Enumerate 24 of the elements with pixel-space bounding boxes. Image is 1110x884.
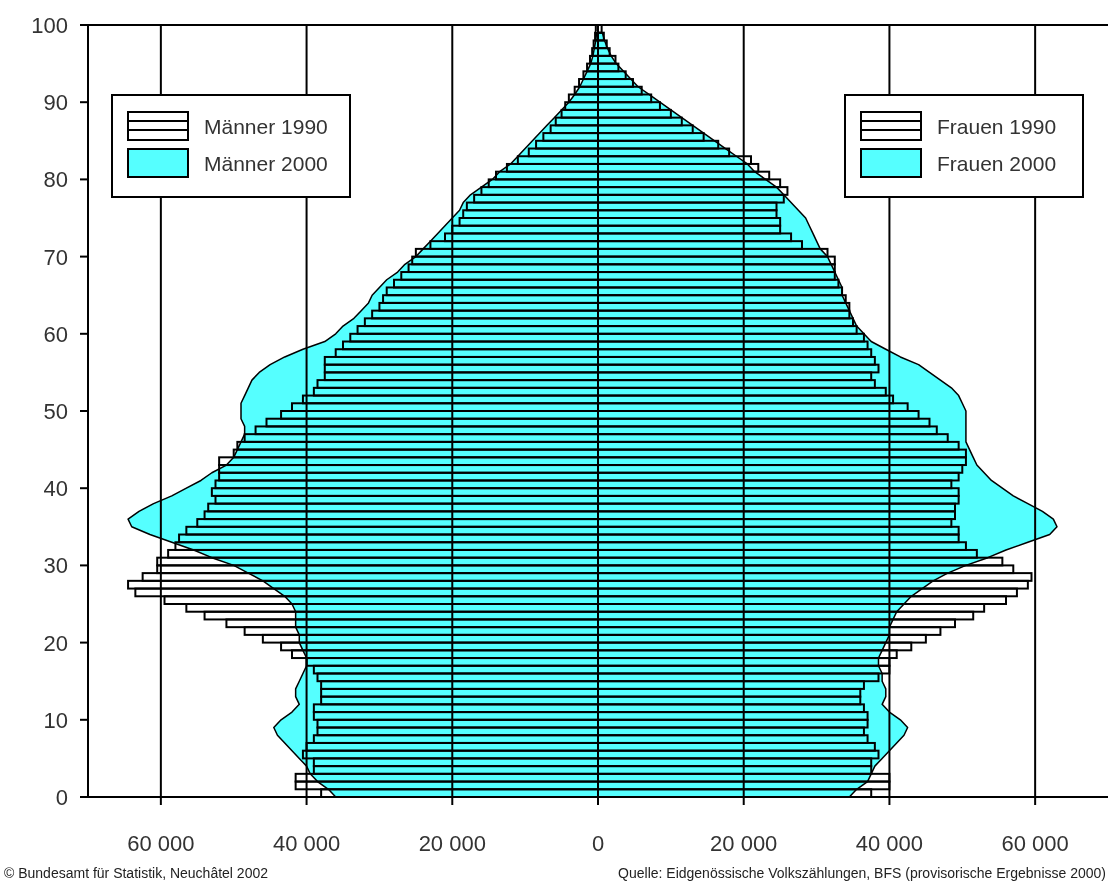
x-tick-label: 20 000 <box>710 831 778 856</box>
legend-label: Frauen 1990 <box>937 115 1057 138</box>
legend-label: Männer 1990 <box>204 115 328 138</box>
y-tick-label: 40 <box>43 476 68 502</box>
y-tick-label: 80 <box>43 167 68 193</box>
source-note: Quelle: Eidgenössische Volkszählungen, BFS (provisorische Ergebnisse 2000) <box>618 865 1106 881</box>
y-tick-label: 20 <box>43 630 68 656</box>
y-tick-label: 50 <box>43 399 68 424</box>
y-tick-label: 70 <box>43 244 68 270</box>
x-tick-label: 20 000 <box>418 831 486 856</box>
x-tick-label: 40 000 <box>855 831 924 856</box>
y-tick-label: 10 <box>43 707 68 733</box>
y-tick-label: 100 <box>31 13 68 38</box>
legend-label: Frauen 2000 <box>937 152 1057 175</box>
x-tick-label: 60 000 <box>127 831 195 856</box>
y-tick-label: 90 <box>43 90 68 116</box>
y-tick-label: 30 <box>43 553 68 579</box>
y-tick-label: 0 <box>55 785 68 810</box>
y-tick-label: 60 <box>43 321 68 347</box>
text: © Bundesamt für Statistik, Neuchâtel 2002 <box>4 865 269 881</box>
x-tick-label: 0 <box>591 831 605 856</box>
legend-label: Männer 2000 <box>204 152 328 175</box>
x-tick-label: 60 000 <box>1001 831 1069 856</box>
x-tick-label: 40 000 <box>272 831 341 856</box>
